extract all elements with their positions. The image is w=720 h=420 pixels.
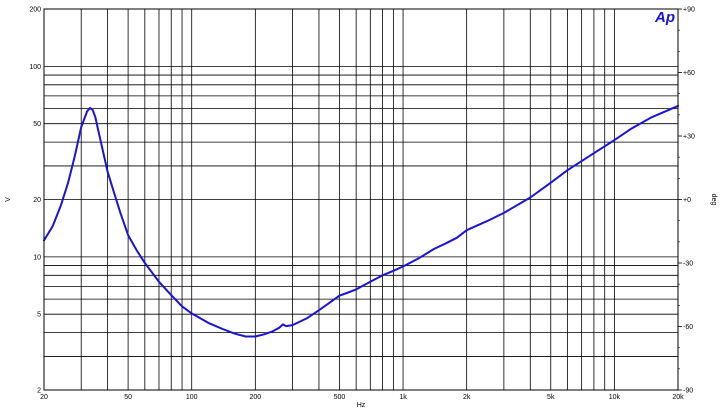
y-tick-label: 100	[29, 64, 41, 71]
ap-logo: Ap	[654, 9, 675, 26]
y-tick-label: 2	[37, 388, 41, 395]
y-tick-label: 10	[33, 254, 41, 261]
y-tick-label: 200	[29, 7, 41, 14]
y2-tick-label: -30	[683, 261, 693, 268]
y2-tick-label: -90	[683, 388, 693, 395]
x-axis-label: Hz	[357, 402, 366, 409]
y2-tick-labels: -90 -60 -30 +0 +30 +60 +90	[678, 7, 695, 395]
y2-tick-label: +60	[683, 70, 695, 77]
y-tick-label: 5	[37, 312, 41, 319]
x-tick-label: 50	[124, 394, 132, 401]
x-tick-label: 100	[186, 394, 198, 401]
y-axis-label: V	[5, 197, 12, 202]
x-tick-label: 5k	[547, 394, 555, 401]
x-tick-label: 200	[249, 394, 261, 401]
y2-tick-label: -60	[683, 324, 693, 331]
x-tick-label: 20	[40, 394, 48, 401]
x-tick-label: 500	[334, 394, 346, 401]
x-tick-label: 10k	[609, 394, 621, 401]
y2-tick-label: +90	[683, 7, 695, 14]
x-tick-label: 2k	[463, 394, 471, 401]
y-tick-label: 50	[33, 121, 41, 128]
x-tick-label: 20k	[672, 394, 684, 401]
curve-group	[43, 104, 679, 338]
x-tick-label: 1k	[399, 394, 407, 401]
voltage-curve	[43, 104, 679, 338]
y2-tick-label: +0	[683, 197, 691, 204]
y-tick-label: 20	[33, 197, 41, 204]
y2-tick-label: +30	[683, 134, 695, 141]
y-tick-labels: 2 5 10 20 50 100 200	[29, 7, 41, 395]
y2-axis-label: deg	[710, 194, 717, 206]
x-tick-labels: 20 50 100 200 500 1k 2k 5k 10k 20k	[40, 394, 684, 401]
grid	[43, 8, 679, 391]
